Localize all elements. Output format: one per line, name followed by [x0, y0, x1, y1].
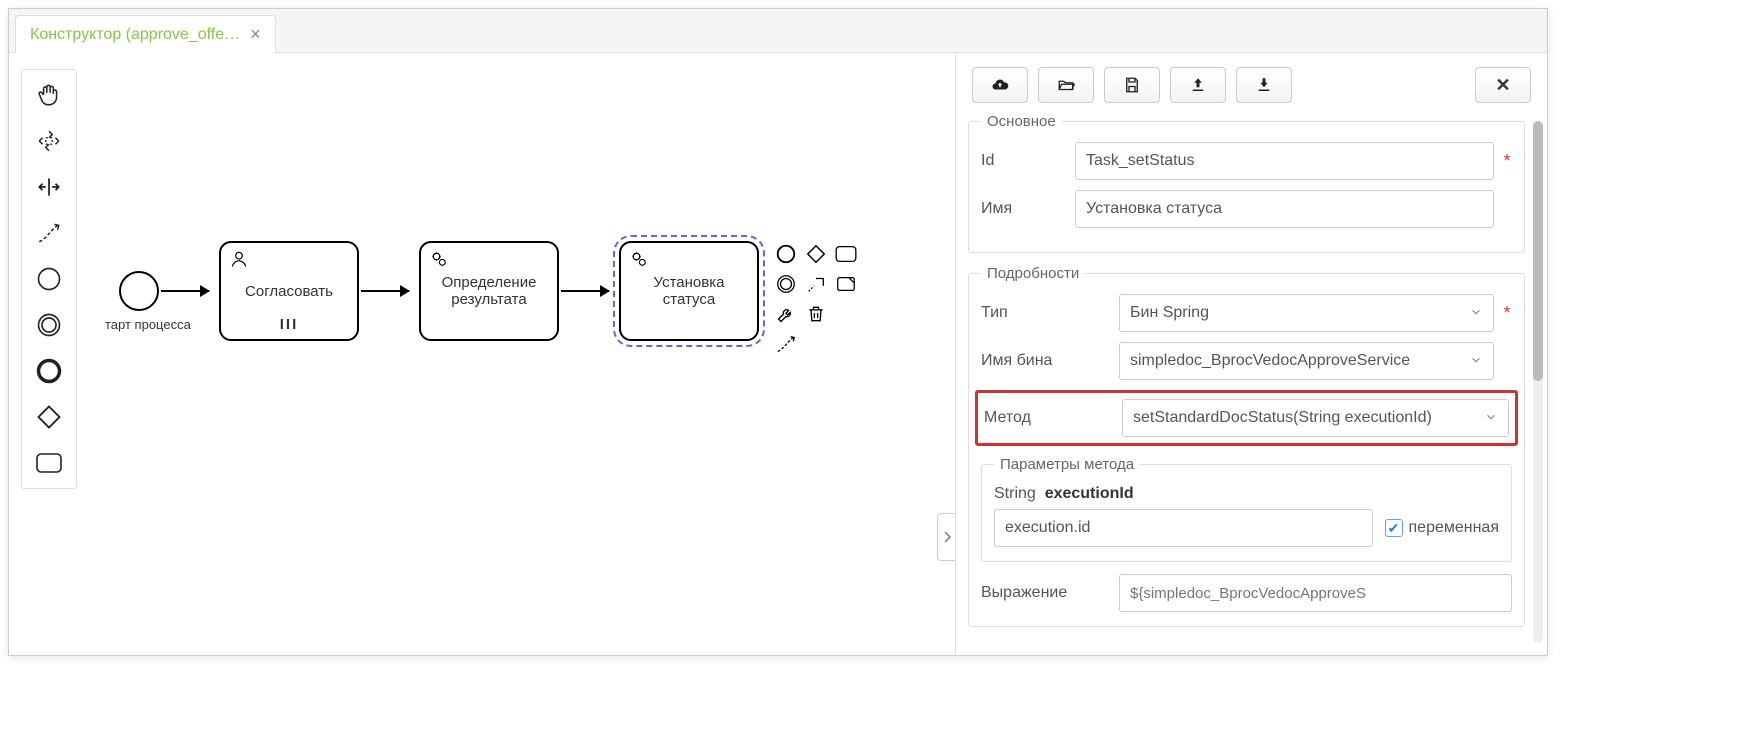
- name-input[interactable]: [1075, 190, 1494, 228]
- method-value: setStandardDocStatus(String executionId): [1133, 409, 1432, 427]
- expression-input[interactable]: [1119, 574, 1512, 612]
- chevron-down-icon: [1484, 410, 1498, 427]
- task-set-status[interactable]: Установка статуса: [619, 241, 759, 341]
- expression-label: Выражение: [981, 584, 1111, 602]
- method-select[interactable]: setStandardDocStatus(String executionId): [1122, 399, 1509, 437]
- user-task-icon: [229, 249, 249, 273]
- context-pad: [773, 241, 859, 357]
- ctx-end-event-icon[interactable]: [773, 241, 799, 267]
- collapse-panel-button[interactable]: [937, 513, 955, 561]
- chevron-down-icon: [1469, 353, 1483, 370]
- param-name: executionId: [1045, 485, 1134, 502]
- task-tool-icon[interactable]: [30, 444, 68, 482]
- task-determine-result[interactable]: Определение результата: [419, 241, 559, 341]
- ctx-task-icon[interactable]: [833, 241, 859, 267]
- tool-palette: [21, 69, 77, 489]
- open-folder-button[interactable]: [1038, 67, 1094, 103]
- main-area: тарт процесса Согласовать III Определени…: [9, 53, 1547, 655]
- ctx-wrench-icon[interactable]: [773, 301, 799, 327]
- bean-label: Имя бина: [981, 352, 1111, 370]
- param-signature: String executionId: [994, 485, 1499, 503]
- properties-form: Основное Id * Имя Подробности: [956, 113, 1547, 655]
- bean-value: simpledoc_BprocVedocApproveService: [1130, 352, 1410, 370]
- bean-select[interactable]: simpledoc_BprocVedocApproveService: [1119, 342, 1494, 380]
- id-input[interactable]: [1075, 142, 1494, 180]
- ctx-intermediate-event-icon[interactable]: [773, 271, 799, 297]
- start-event[interactable]: [119, 271, 159, 311]
- required-marker: *: [1502, 303, 1512, 324]
- save-button[interactable]: [1104, 67, 1160, 103]
- ctx-annotation-icon[interactable]: [803, 271, 829, 297]
- type-label: Тип: [981, 304, 1111, 322]
- required-marker: *: [1502, 151, 1512, 172]
- type-select[interactable]: Бин Spring: [1119, 294, 1494, 332]
- section-details: Подробности Тип Бин Spring * Имя бина: [968, 265, 1525, 627]
- intermediate-event-tool-icon[interactable]: [30, 306, 68, 344]
- app-window: Конструктор (approve_offe… ×: [8, 8, 1548, 656]
- section-method-params: Параметры метода String executionId ✔ пе…: [981, 456, 1512, 562]
- panel-toolbar: ✕: [956, 53, 1547, 113]
- task-label-line1: Установка: [654, 274, 725, 291]
- task-label-line2: статуса: [663, 291, 715, 308]
- method-label: Метод: [984, 409, 1114, 427]
- section-method-params-legend: Параметры метода: [994, 456, 1140, 473]
- task-label-line1: Определение: [442, 274, 537, 291]
- section-details-legend: Подробности: [981, 265, 1085, 282]
- lasso-tool-icon[interactable]: [30, 122, 68, 160]
- space-tool-icon[interactable]: [30, 168, 68, 206]
- id-label: Id: [981, 152, 1067, 170]
- scrollbar-thumb[interactable]: [1533, 121, 1543, 381]
- ctx-subprocess-icon[interactable]: [833, 271, 859, 297]
- export-button[interactable]: [1236, 67, 1292, 103]
- method-row-highlight: Метод setStandardDocStatus(String execut…: [975, 390, 1518, 446]
- section-main-legend: Основное: [981, 113, 1062, 130]
- close-panel-button[interactable]: ✕: [1475, 67, 1531, 103]
- ctx-gateway-icon[interactable]: [803, 241, 829, 267]
- variable-checkbox[interactable]: ✔ переменная: [1385, 519, 1500, 537]
- end-event-tool-icon[interactable]: [30, 352, 68, 390]
- task-approve[interactable]: Согласовать III: [219, 241, 359, 341]
- properties-panel: ✕ Основное Id * Имя: [955, 53, 1547, 655]
- cloud-upload-button[interactable]: [972, 67, 1028, 103]
- task-label-line2: результата: [451, 291, 526, 308]
- tab-title: Конструктор (approve_offe…: [30, 26, 240, 44]
- tab-constructor[interactable]: Конструктор (approve_offe… ×: [15, 15, 276, 53]
- start-event-label: тарт процесса: [105, 317, 191, 332]
- ctx-connect-icon[interactable]: [773, 331, 799, 357]
- service-task-icon: [429, 249, 449, 273]
- sequence-flow-1[interactable]: [161, 290, 209, 292]
- import-button[interactable]: [1170, 67, 1226, 103]
- task-label: Согласовать: [245, 283, 333, 300]
- chevron-down-icon: [1469, 305, 1483, 322]
- sequence-flow-3[interactable]: [561, 290, 609, 292]
- checkbox-checked-icon: ✔: [1385, 519, 1403, 537]
- hand-tool-icon[interactable]: [30, 76, 68, 114]
- service-task-icon: [629, 249, 649, 273]
- gateway-tool-icon[interactable]: [30, 398, 68, 436]
- multi-instance-icon: III: [280, 316, 299, 333]
- tab-bar: Конструктор (approve_offe… ×: [9, 9, 1547, 53]
- connect-tool-icon[interactable]: [30, 214, 68, 252]
- param-value-input[interactable]: [994, 509, 1373, 547]
- bpmn-canvas[interactable]: тарт процесса Согласовать III Определени…: [9, 53, 955, 655]
- close-icon[interactable]: ×: [250, 24, 261, 45]
- start-event-tool-icon[interactable]: [30, 260, 68, 298]
- type-value: Бин Spring: [1130, 304, 1209, 322]
- ctx-trash-icon[interactable]: [803, 301, 829, 327]
- param-type: String: [994, 485, 1036, 502]
- sequence-flow-2[interactable]: [361, 290, 409, 292]
- name-label: Имя: [981, 200, 1067, 218]
- variable-label: переменная: [1409, 519, 1500, 537]
- section-main: Основное Id * Имя: [968, 113, 1525, 253]
